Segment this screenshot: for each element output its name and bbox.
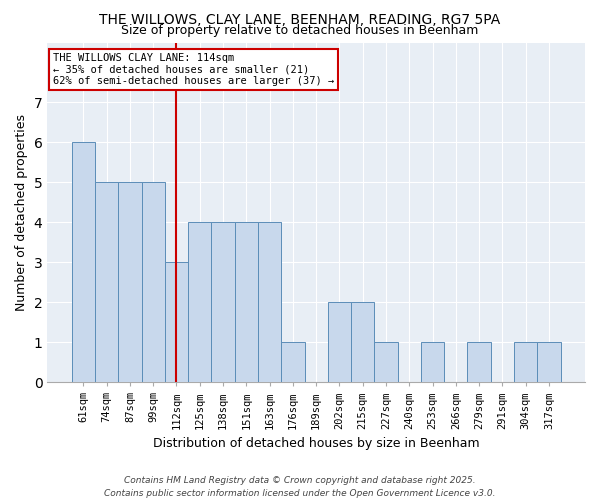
Y-axis label: Number of detached properties: Number of detached properties [15, 114, 28, 311]
Bar [95, 182, 118, 382]
Bar [374, 342, 398, 382]
Bar [258, 222, 281, 382]
Bar [514, 342, 537, 382]
Bar [72, 142, 95, 382]
Bar [142, 182, 165, 382]
Bar [235, 222, 258, 382]
Bar [537, 342, 560, 382]
Text: THE WILLOWS CLAY LANE: 114sqm
← 35% of detached houses are smaller (21)
62% of s: THE WILLOWS CLAY LANE: 114sqm ← 35% of d… [53, 52, 334, 86]
X-axis label: Distribution of detached houses by size in Beenham: Distribution of detached houses by size … [153, 437, 479, 450]
Bar [188, 222, 211, 382]
Bar [281, 342, 305, 382]
Text: Size of property relative to detached houses in Beenham: Size of property relative to detached ho… [121, 24, 479, 37]
Bar [328, 302, 351, 382]
Text: THE WILLOWS, CLAY LANE, BEENHAM, READING, RG7 5PA: THE WILLOWS, CLAY LANE, BEENHAM, READING… [100, 12, 500, 26]
Bar [467, 342, 491, 382]
Bar [165, 262, 188, 382]
Bar [211, 222, 235, 382]
Text: Contains HM Land Registry data © Crown copyright and database right 2025.
Contai: Contains HM Land Registry data © Crown c… [104, 476, 496, 498]
Bar [118, 182, 142, 382]
Bar [351, 302, 374, 382]
Bar [421, 342, 444, 382]
